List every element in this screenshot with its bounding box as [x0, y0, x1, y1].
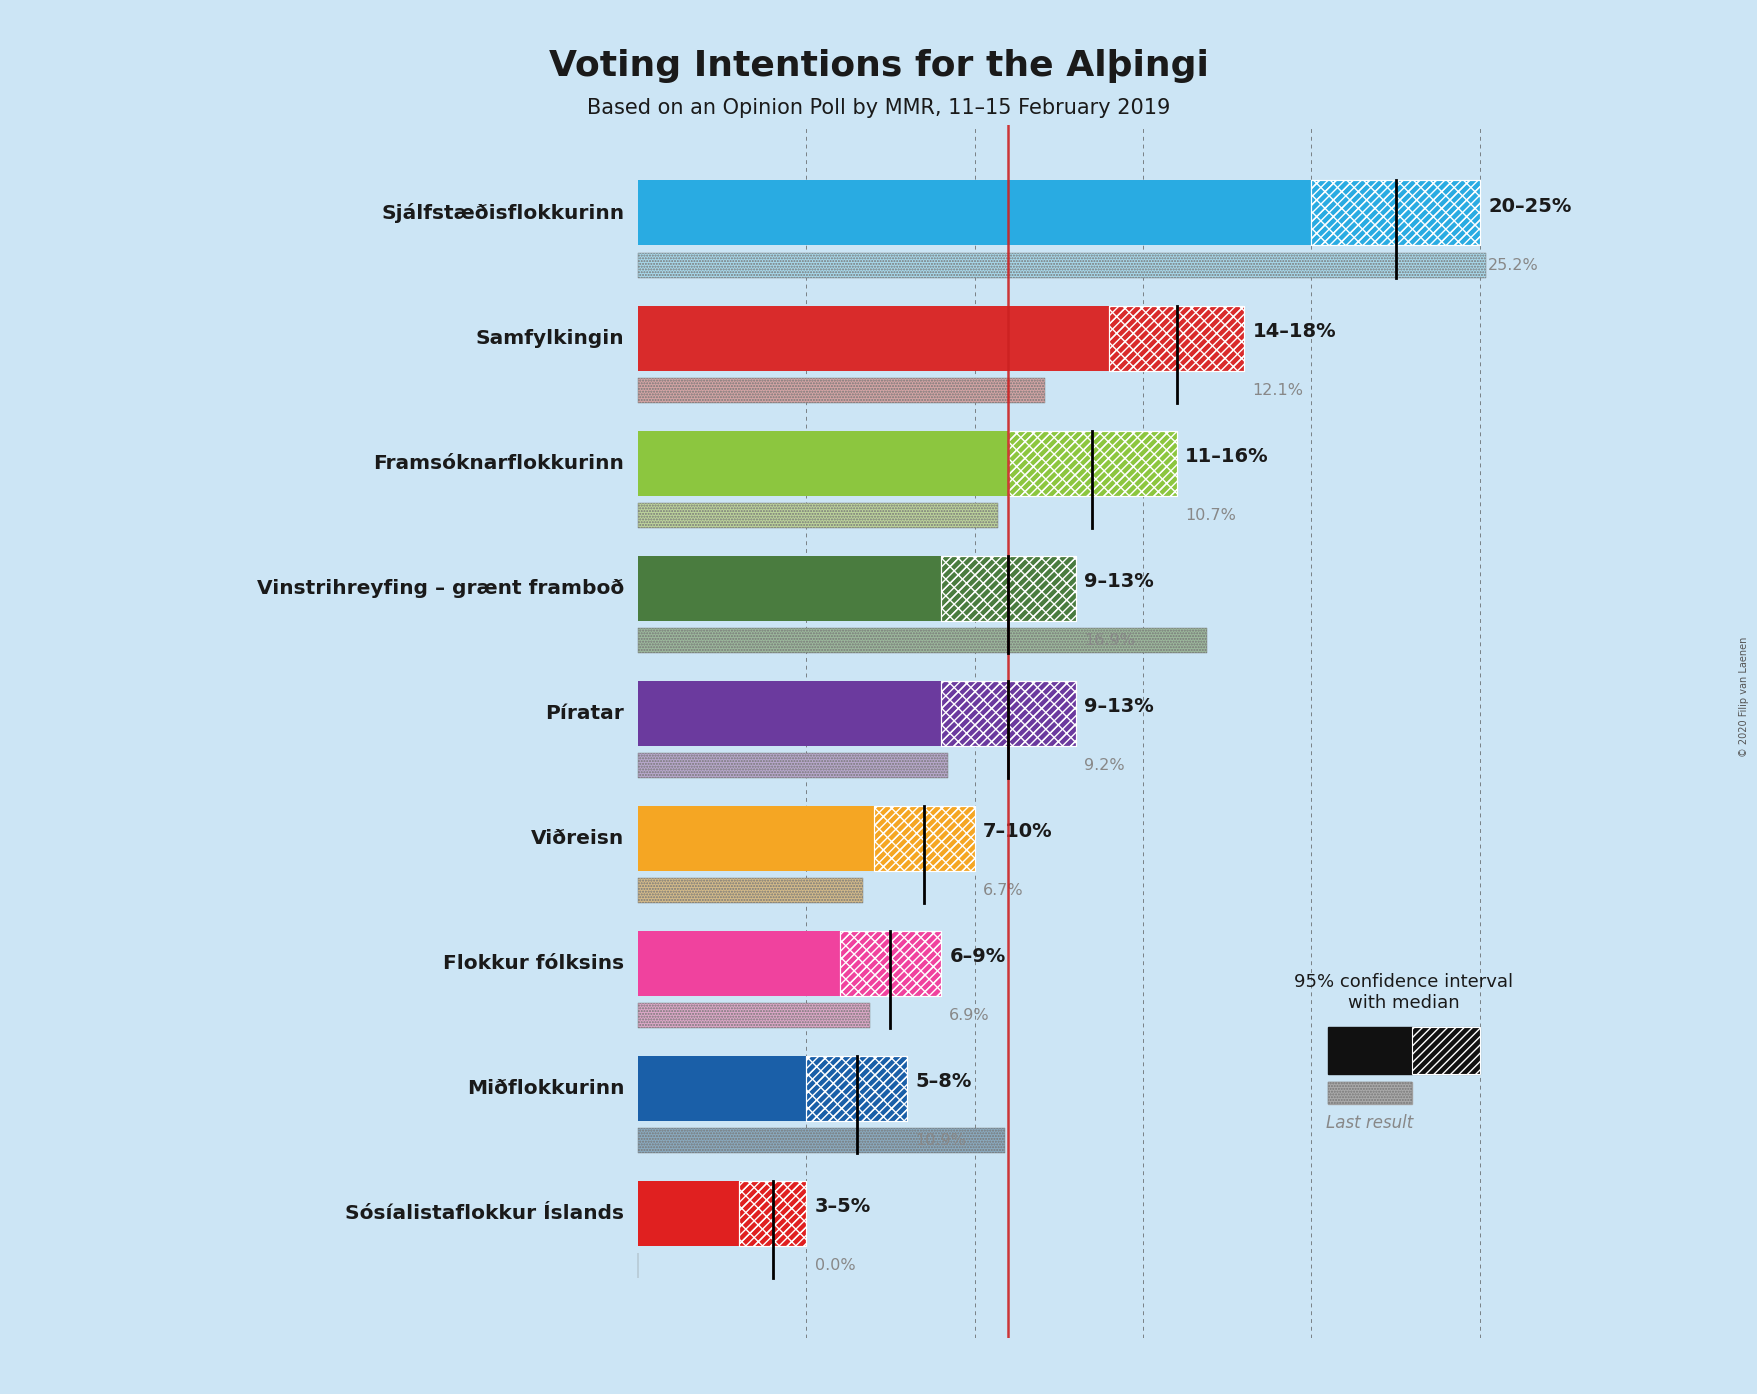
Bar	[638, 680, 940, 746]
Text: Viðreisn: Viðreisn	[531, 828, 624, 848]
Bar	[638, 378, 1045, 403]
Bar	[638, 629, 1207, 652]
Bar	[806, 1055, 907, 1121]
Bar	[638, 1128, 1005, 1153]
Text: 12.1%: 12.1%	[1251, 383, 1302, 399]
Bar	[840, 931, 940, 995]
Bar	[940, 680, 1075, 746]
Bar	[738, 1181, 806, 1246]
Bar	[638, 878, 863, 903]
Bar	[638, 1128, 1005, 1153]
Bar	[638, 180, 1311, 245]
Bar	[638, 1055, 806, 1121]
Text: 14–18%: 14–18%	[1251, 322, 1335, 342]
Bar	[638, 503, 998, 528]
Text: Sjálfstæðisflokkurinn: Sjálfstæðisflokkurinn	[381, 204, 624, 223]
Text: Vinstrihreyfing – grænt framboð: Vinstrihreyfing – grænt framboð	[257, 579, 624, 598]
Text: 9–13%: 9–13%	[1084, 573, 1153, 591]
Bar	[638, 1004, 870, 1029]
Text: Miðflokkurinn: Miðflokkurinn	[467, 1079, 624, 1097]
Bar	[1009, 431, 1175, 495]
Bar	[940, 556, 1075, 620]
Bar	[738, 1181, 806, 1246]
Bar	[638, 431, 1009, 495]
Text: Píratar: Píratar	[545, 704, 624, 722]
Text: 6–9%: 6–9%	[949, 948, 1005, 966]
Bar	[940, 680, 1075, 746]
Text: Based on an Opinion Poll by MMR, 11–15 February 2019: Based on an Opinion Poll by MMR, 11–15 F…	[587, 98, 1170, 117]
Bar	[638, 878, 863, 903]
Text: Voting Intentions for the Alþingi: Voting Intentions for the Alþingi	[548, 49, 1209, 82]
Bar	[1327, 1082, 1411, 1104]
Bar	[1109, 305, 1244, 371]
Bar	[1311, 180, 1479, 245]
Text: 16.9%: 16.9%	[1084, 633, 1135, 648]
Bar	[1311, 180, 1479, 245]
Text: 11–16%: 11–16%	[1184, 447, 1269, 466]
Bar	[940, 556, 1075, 620]
Bar	[1009, 431, 1175, 495]
Bar	[1327, 1082, 1411, 1104]
Text: 9.2%: 9.2%	[1084, 758, 1124, 774]
Text: 20–25%: 20–25%	[1486, 197, 1571, 216]
Text: 9–13%: 9–13%	[1084, 697, 1153, 717]
Bar	[638, 252, 1486, 277]
Bar	[638, 629, 1207, 652]
Bar	[638, 1181, 738, 1246]
Text: Last result: Last result	[1325, 1114, 1413, 1132]
Bar	[873, 806, 973, 871]
Bar	[873, 806, 973, 871]
Bar	[738, 1181, 806, 1246]
Bar	[638, 305, 1109, 371]
Bar	[638, 503, 998, 528]
Bar	[806, 1055, 907, 1121]
Bar	[940, 680, 1075, 746]
Text: 6.7%: 6.7%	[982, 884, 1023, 898]
Text: © 2020 Filip van Laenen: © 2020 Filip van Laenen	[1738, 637, 1748, 757]
Text: 95% confidence interval
with median: 95% confidence interval with median	[1293, 973, 1513, 1012]
Bar	[1311, 180, 1479, 245]
Bar	[638, 556, 940, 620]
Text: Framsóknarflokkurinn: Framsóknarflokkurinn	[372, 453, 624, 473]
Bar	[1009, 431, 1175, 495]
Bar	[873, 806, 973, 871]
Bar	[638, 252, 1486, 277]
Text: Sósíalistaflokkur Íslands: Sósíalistaflokkur Íslands	[344, 1203, 624, 1223]
Bar	[638, 806, 873, 871]
Bar	[638, 931, 840, 995]
Text: Flokkur fólksins: Flokkur fólksins	[443, 953, 624, 973]
Bar	[638, 753, 947, 778]
Bar	[1411, 1027, 1479, 1075]
Bar	[806, 1055, 907, 1121]
Bar	[638, 1004, 870, 1029]
Bar	[1109, 305, 1244, 371]
Text: 10.7%: 10.7%	[1184, 507, 1235, 523]
Text: Samfylkingin: Samfylkingin	[476, 329, 624, 347]
Text: 0.0%: 0.0%	[813, 1259, 854, 1273]
Bar	[840, 931, 940, 995]
Text: 10.9%: 10.9%	[915, 1133, 966, 1149]
Text: 6.9%: 6.9%	[949, 1008, 989, 1023]
Bar	[840, 931, 940, 995]
Bar	[1411, 1027, 1479, 1075]
Text: 7–10%: 7–10%	[982, 822, 1052, 842]
Text: 25.2%: 25.2%	[1486, 258, 1537, 273]
Bar	[1327, 1027, 1411, 1075]
Bar	[1109, 305, 1244, 371]
Bar	[638, 378, 1045, 403]
Bar	[638, 753, 947, 778]
Text: 3–5%: 3–5%	[813, 1197, 870, 1217]
Text: 5–8%: 5–8%	[915, 1072, 972, 1092]
Bar	[940, 556, 1075, 620]
